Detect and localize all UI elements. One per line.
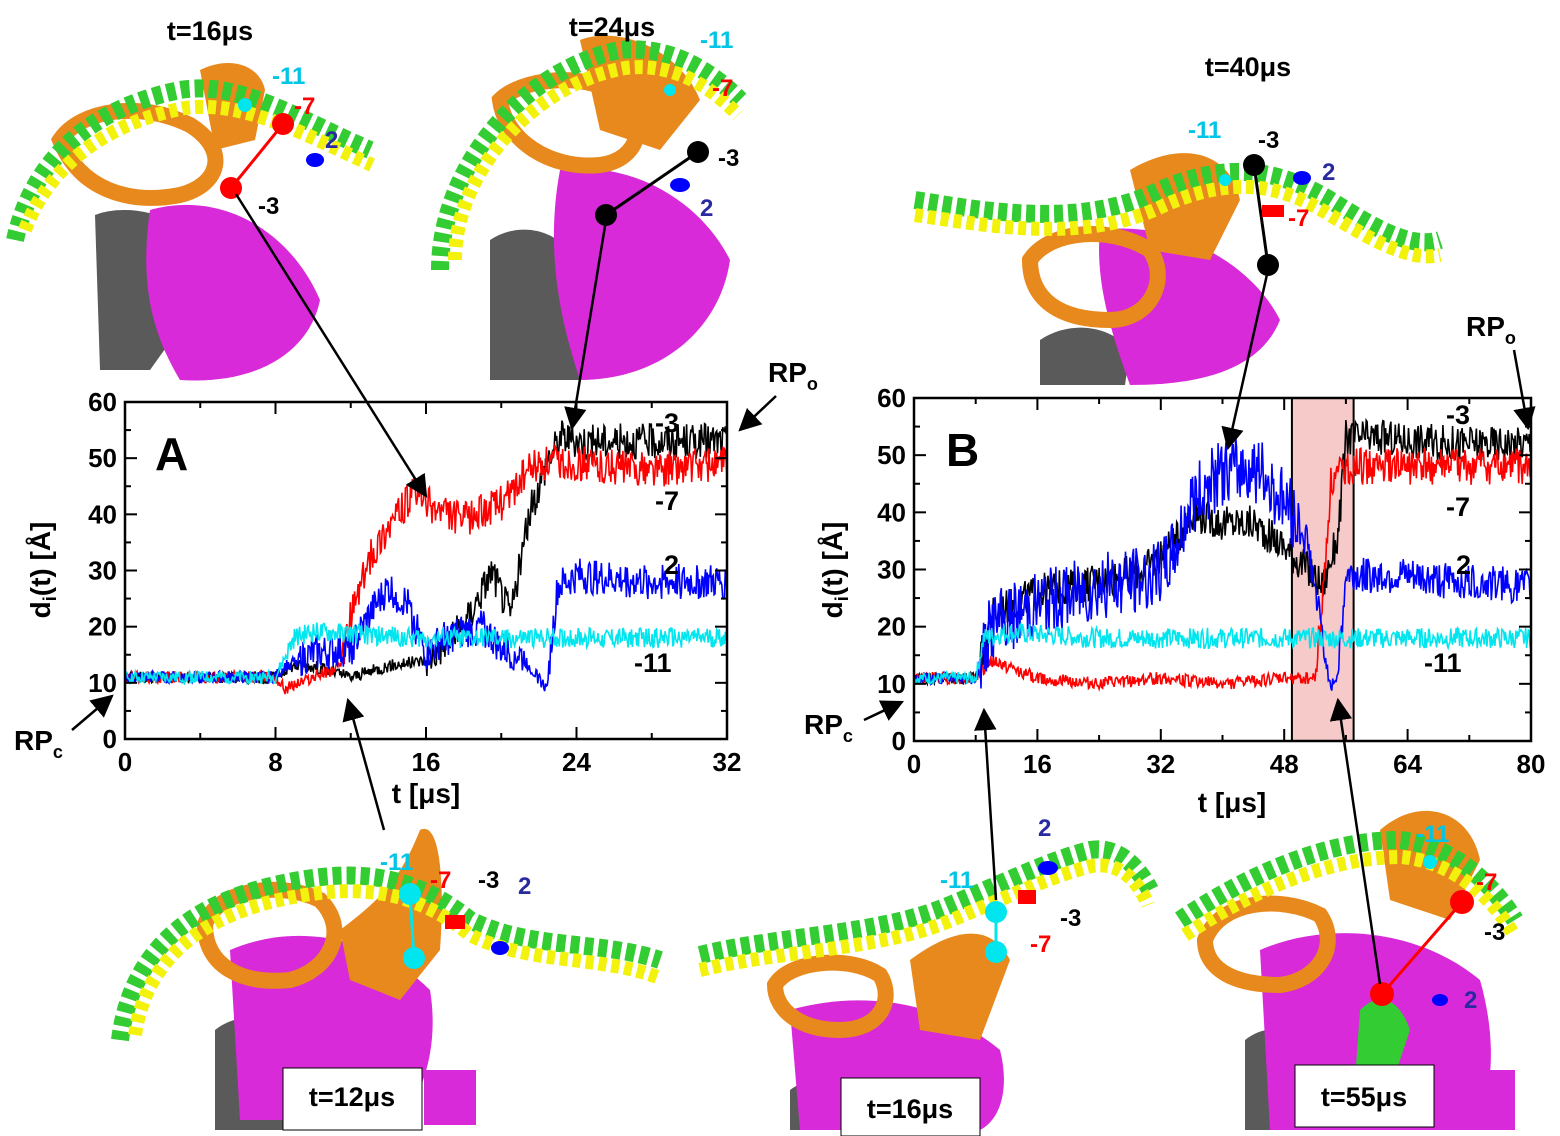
arrow-a-rpc	[71, 694, 114, 731]
site-label: -3	[718, 145, 739, 172]
series-line-a-m11	[124, 622, 728, 686]
y-tick-label: 40	[877, 497, 906, 527]
site-label: -3	[1060, 905, 1081, 932]
series-label-a-m7: -7	[655, 486, 679, 516]
snapshot-bot-a	[111, 828, 663, 1131]
snapshot-bot-b2	[1175, 810, 1523, 1130]
series-label-a-m3: -3	[655, 408, 679, 438]
site-label: -7	[294, 93, 315, 120]
series-label-a-p2: 2	[664, 550, 679, 580]
site-label: -7	[712, 75, 733, 102]
snapshot-bot-b1	[697, 840, 1159, 1136]
arrow-b-rpo	[1512, 349, 1536, 431]
y-tick-label: 60	[88, 387, 117, 417]
panel-b-ylabel: di(t) [Å]	[817, 522, 852, 619]
svg-text:RPc: RPc	[14, 725, 63, 762]
site-label: -11	[380, 849, 413, 876]
svg-text:RPc: RPc	[804, 709, 853, 746]
rpc-label-a: RPc	[14, 725, 63, 762]
y-tick-label: 40	[88, 499, 117, 529]
snapshot-label-bot-b1: t=16μs	[867, 1094, 953, 1124]
snapshot-label-bot-b2: t=55μs	[1321, 1082, 1407, 1112]
site-label: -3	[1484, 919, 1505, 946]
y-tick-label: 10	[88, 668, 117, 698]
x-tick-label: 0	[907, 749, 921, 779]
site-label: 2	[1038, 815, 1051, 842]
panel-a-xlabel: t [μs]	[392, 778, 460, 809]
site-label: -7	[430, 867, 451, 894]
site-label: -3	[258, 193, 279, 220]
site-label: -11	[1188, 117, 1221, 144]
x-tick-label: 80	[1517, 749, 1546, 779]
svg-text:RPo: RPo	[1466, 311, 1516, 348]
x-tick-label: 16	[412, 747, 441, 777]
snapshot-label-top-a1: t=16μs	[167, 16, 253, 46]
panel-a-ylabel: di(t) [Å]	[25, 522, 60, 619]
panel-b-chart: 0 16 32 48 64 80 0 10 20 30 40 50 60 B t [μs] di(t) …	[817, 383, 1545, 818]
snapshot-label-bot-a: t=12μs	[309, 1082, 395, 1112]
panel-b-xlabel: t [μs]	[1198, 787, 1266, 818]
snapshot-top-b	[913, 153, 1443, 385]
svg-text:RPo: RPo	[768, 357, 818, 394]
y-tick-label: 30	[877, 555, 906, 585]
site-label: 2	[1464, 987, 1477, 1014]
site-label: -7	[1476, 869, 1497, 896]
arrow-b-t40	[1221, 269, 1270, 451]
rpo-label-b: RPo	[1466, 311, 1516, 348]
site-label: -3	[1258, 127, 1279, 154]
site-label: -7	[1288, 205, 1309, 232]
snapshot-top-a2	[431, 35, 747, 380]
arrow-a-t24	[564, 219, 608, 431]
panel-a-chart: 0 8 16 24 32 0 10 20 30 40 50 60 A t [μs] di(t) [Å]	[25, 387, 741, 809]
site-label: -11	[700, 27, 733, 54]
rpo-label-a: RPo	[768, 357, 818, 394]
x-tick-label: 48	[1270, 749, 1299, 779]
panel-b-letter: B	[946, 424, 979, 476]
arrow-b-t16	[974, 707, 998, 901]
x-tick-label: 16	[1023, 749, 1052, 779]
y-tick-label: 60	[877, 383, 906, 413]
site-label: 2	[518, 873, 531, 900]
y-tick-label: 50	[877, 440, 906, 470]
y-tick-label: 0	[892, 726, 906, 756]
snapshot-label-top-a2: t=24μs	[569, 12, 655, 42]
arrow-b-rpc	[863, 700, 905, 722]
site-label: 2	[1322, 159, 1335, 186]
site-label: -3	[478, 867, 499, 894]
rpc-label-b: RPc	[804, 709, 853, 746]
arrow-a-rpo	[738, 395, 777, 432]
x-tick-label: 0	[118, 747, 132, 777]
site-label: -11	[1416, 821, 1449, 848]
arrow-b-t55	[1329, 697, 1382, 985]
x-tick-label: 64	[1393, 749, 1422, 779]
panel-a-letter: A	[155, 428, 188, 480]
x-tick-label: 8	[268, 747, 282, 777]
y-tick-label: 10	[877, 669, 906, 699]
site-label: 2	[700, 195, 713, 222]
x-tick-label: 32	[1146, 749, 1175, 779]
y-tick-label: 50	[88, 443, 117, 473]
snapshot-label-top-b: t=40μs	[1205, 52, 1291, 82]
series-label-b-m3: -3	[1446, 400, 1470, 430]
series-label-b-p2: 2	[1456, 550, 1471, 580]
site-label: 2	[325, 127, 338, 154]
series-label-b-m11: -11	[1424, 648, 1462, 678]
arrow-a-t12	[342, 697, 386, 831]
y-tick-label: 30	[88, 556, 117, 586]
y-tick-label: 20	[88, 612, 117, 642]
series-label-a-m11: -11	[634, 648, 672, 678]
arrow-a-t16	[234, 193, 428, 498]
series-line-b-m11	[913, 621, 1532, 685]
x-tick-label: 32	[713, 747, 742, 777]
y-tick-label: 0	[103, 724, 117, 754]
site-label: -7	[1030, 931, 1051, 958]
series-label-b-m7: -7	[1446, 492, 1470, 522]
site-label: -11	[272, 63, 305, 90]
series-line-b-m7	[913, 447, 1532, 692]
snapshot-top-a1	[6, 62, 375, 381]
y-tick-label: 20	[877, 612, 906, 642]
x-tick-label: 24	[562, 747, 591, 777]
site-label: -11	[940, 867, 973, 894]
